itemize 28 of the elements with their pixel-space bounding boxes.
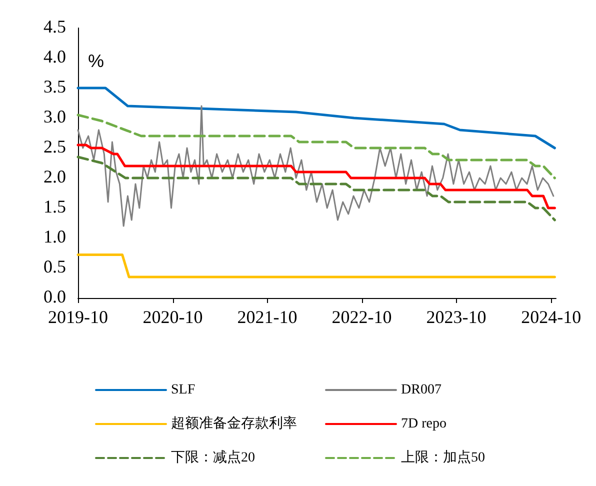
x-tick-label: 2021-10 — [237, 307, 298, 327]
y-tick-label: 2.0 — [44, 166, 66, 186]
y-tick-label: 4.0 — [44, 46, 66, 66]
x-tick-label: 2020-10 — [142, 307, 203, 327]
line-series — [77, 105, 554, 227]
x-tick-label: 2024-10 — [521, 307, 582, 327]
y-tick-label: 2.5 — [44, 136, 66, 156]
legend-label: 超额准备金存款利率 — [171, 416, 297, 432]
legend-label: DR007 — [401, 382, 442, 398]
legend-label: 上限：加点50 — [401, 450, 485, 466]
y-tick-label: 0.5 — [44, 256, 66, 276]
line-series — [76, 86, 556, 150]
y-tick-label: 3.5 — [44, 76, 66, 96]
y-tick-label: 0.0 — [44, 286, 66, 306]
x-tick-label: 2023-10 — [426, 307, 486, 327]
line-series — [76, 144, 556, 210]
line-series — [76, 114, 556, 180]
line-series — [76, 156, 556, 222]
y-tick-label: 3.0 — [44, 106, 66, 126]
legend-label: 7D repo — [401, 416, 446, 432]
legend-label: 下限：减点20 — [171, 450, 255, 466]
legend-label: SLF — [171, 382, 196, 398]
y-axis-title: % — [88, 51, 104, 71]
y-tick-label: 4.5 — [44, 16, 66, 36]
y-tick-label: 1.0 — [44, 226, 66, 246]
x-tick-label: 2022-10 — [332, 307, 392, 327]
y-tick-label: 1.5 — [44, 196, 66, 216]
x-tick-label: 2019-10 — [48, 307, 108, 327]
